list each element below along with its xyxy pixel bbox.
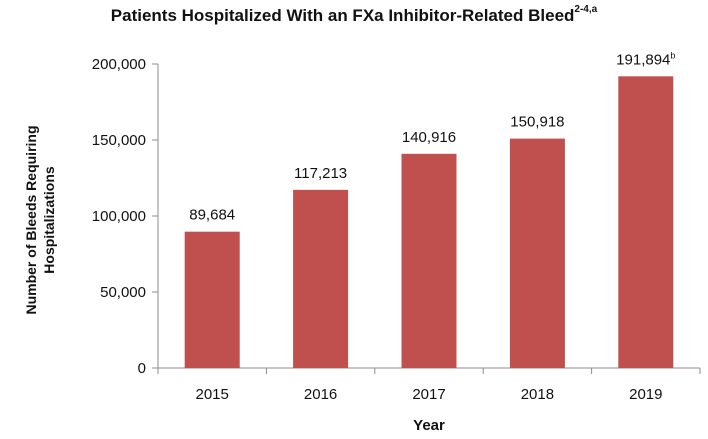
- x-tick-label: 2017: [412, 386, 445, 403]
- data-label-value: 117,213: [294, 165, 347, 182]
- bar: [293, 189, 349, 368]
- x-tick-label: 2019: [629, 386, 662, 403]
- data-label-superscript: b: [670, 50, 675, 60]
- y-tick-label: 200,000: [92, 56, 146, 73]
- y-tick-label: 0: [138, 360, 146, 377]
- bar: [401, 153, 457, 368]
- bar: [509, 138, 565, 368]
- y-tick-label: 50,000: [100, 284, 146, 301]
- x-tick-label: 2018: [521, 386, 554, 403]
- bar: [184, 231, 240, 368]
- x-tick-label: 2015: [196, 386, 229, 403]
- chart-title-text: Patients Hospitalized With an FXa Inhibi…: [110, 6, 575, 25]
- data-label: 89,684: [189, 207, 235, 224]
- x-axis-label: Year: [413, 417, 445, 434]
- chart-title-superscript: 2-4,a: [574, 4, 598, 15]
- data-label: 150,918: [510, 114, 564, 131]
- data-label-value: 150,918: [510, 114, 564, 131]
- bar: [618, 76, 674, 369]
- data-label-value: 89,684: [189, 207, 235, 224]
- data-label: 117,213: [294, 165, 347, 182]
- x-tick-label: 2016: [304, 386, 337, 403]
- data-label-value: 191,894: [616, 51, 670, 68]
- data-label-value: 140,916: [402, 129, 456, 146]
- data-label: 140,916: [402, 129, 456, 146]
- data-label: 191,894b: [616, 50, 675, 68]
- y-tick-label: 150,000: [92, 132, 146, 149]
- y-tick-label: 100,000: [92, 208, 146, 225]
- chart-title: Patients Hospitalized With an FXa Inhibi…: [0, 4, 708, 26]
